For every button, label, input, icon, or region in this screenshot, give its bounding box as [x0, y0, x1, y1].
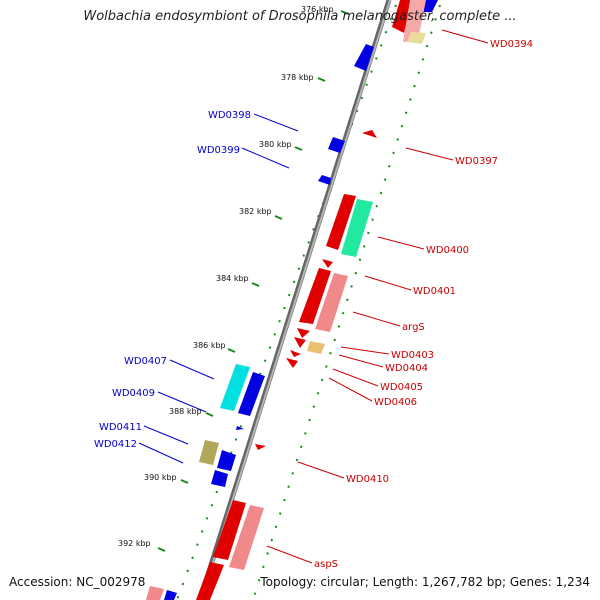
gene-feature[interactable] — [407, 32, 426, 44]
gene-feature[interactable] — [315, 273, 348, 332]
tick-label: 378 kbp — [281, 73, 314, 82]
inner-tick-ring — [252, 4, 441, 600]
forward-strand-features — [196, 0, 438, 600]
outer-tick-ring — [176, 4, 397, 600]
reverse-strand-features — [146, 44, 374, 600]
gene-feature[interactable] — [213, 500, 246, 560]
tick-label: 382 kbp — [239, 207, 272, 216]
tick-label: 376 kbp — [301, 5, 334, 14]
tick-label: 380 kbp — [259, 140, 292, 149]
gene-label[interactable]: WD0397 — [455, 156, 498, 167]
gene-label[interactable]: WD0403 — [391, 350, 434, 361]
map-title: Wolbachia endosymbiont of Drosophila mel… — [83, 9, 517, 24]
gene-feature[interactable] — [294, 337, 306, 348]
gene-label[interactable]: aspS — [314, 559, 338, 570]
genome-summary: Topology: circular; Length: 1,267,782 bp… — [260, 575, 590, 589]
gene-label[interactable]: argS — [402, 322, 425, 333]
gene-label[interactable]: WD0401 — [413, 286, 456, 297]
gene-feature[interactable] — [229, 505, 264, 570]
right-leader-lines — [266, 29, 489, 564]
tick-label: 384 kbp — [216, 274, 249, 283]
gene-feature[interactable] — [238, 372, 265, 416]
gene-label[interactable]: WD0411 — [99, 422, 142, 433]
gene-label[interactable]: WD0410 — [346, 474, 389, 485]
gene-feature[interactable] — [164, 590, 177, 600]
tick-marks — [157, 10, 349, 552]
gene-feature[interactable] — [318, 175, 331, 185]
tick-label: 390 kbp — [144, 473, 177, 482]
gene-label[interactable]: WD0407 — [124, 356, 167, 367]
gene-feature[interactable] — [362, 130, 377, 138]
gene-label[interactable]: WD0404 — [385, 363, 428, 374]
backbone-highlight — [200, 0, 391, 600]
accession-text: Accession: NC_002978 — [9, 575, 146, 589]
gene-feature[interactable] — [236, 426, 244, 430]
gene-label[interactable]: WD0406 — [374, 397, 417, 408]
gene-feature[interactable] — [297, 328, 310, 338]
gene-label[interactable]: WD0409 — [112, 388, 155, 399]
gene-feature[interactable] — [328, 137, 345, 153]
gene-feature[interactable] — [255, 444, 266, 450]
gene-label[interactable]: WD0400 — [426, 245, 469, 256]
gene-label[interactable]: WD0394 — [490, 39, 533, 50]
gene-label[interactable]: WD0405 — [380, 382, 423, 393]
gene-feature[interactable] — [307, 341, 325, 354]
tick-label: 388 kbp — [169, 407, 202, 416]
gene-feature[interactable] — [326, 194, 356, 250]
gene-label[interactable]: WD0399 — [197, 145, 240, 156]
gene-feature[interactable] — [199, 440, 219, 465]
gene-feature[interactable] — [286, 358, 298, 368]
gene-feature[interactable] — [220, 364, 250, 411]
gene-feature[interactable] — [211, 470, 228, 487]
gene-feature[interactable] — [196, 562, 224, 600]
gene-feature[interactable] — [217, 450, 236, 471]
gene-feature[interactable] — [299, 268, 331, 324]
gene-feature[interactable] — [322, 259, 333, 268]
left-leader-lines — [138, 113, 299, 464]
gene-feature[interactable] — [354, 44, 374, 71]
gene-feature[interactable] — [341, 199, 373, 257]
tick-label: 386 kbp — [193, 341, 226, 350]
tick-label: 392 kbp — [118, 539, 151, 548]
gene-label[interactable]: WD0412 — [94, 439, 137, 450]
gene-feature[interactable] — [392, 0, 412, 33]
gene-label[interactable]: WD0398 — [208, 110, 251, 121]
gene-feature[interactable] — [290, 350, 301, 357]
gene-feature[interactable] — [403, 0, 426, 42]
gene-feature[interactable] — [146, 586, 164, 600]
